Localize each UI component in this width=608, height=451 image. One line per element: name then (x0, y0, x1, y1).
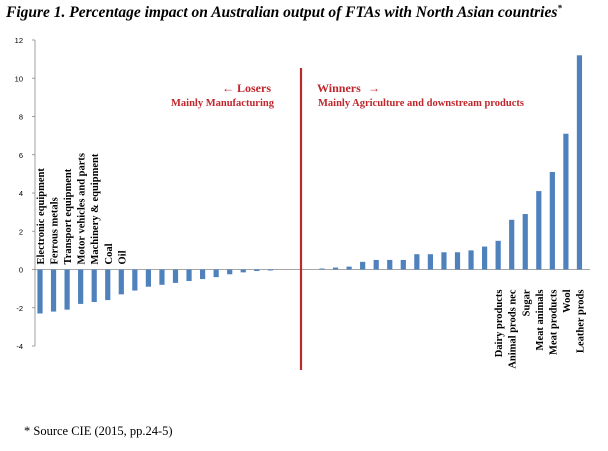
loser-bar (132, 269, 138, 291)
loser-bar (200, 269, 206, 280)
winner-bar (468, 250, 474, 270)
winner-bar (509, 219, 515, 270)
winner-category-label: Meat products (548, 290, 559, 355)
winner-bar (495, 240, 501, 270)
y-tick-label: 0 (19, 266, 23, 275)
winners-arrow: → (368, 81, 380, 95)
winner-bar (536, 191, 542, 270)
loser-bar (118, 269, 124, 295)
y-tick-label: 2 (19, 227, 23, 236)
y-tick-label: 12 (15, 36, 23, 45)
loser-bar (227, 269, 233, 275)
y-tick-label: 6 (19, 151, 23, 160)
winner-bar (360, 261, 366, 270)
loser-bar (186, 269, 192, 281)
winner-bar (373, 259, 379, 270)
winner-bar (482, 246, 488, 270)
loser-category-label: Machinery & equipment (90, 153, 101, 264)
winner-category-label: Sugar (521, 289, 532, 316)
winners-sublabel: Mainly Agriculture and downstream produc… (318, 98, 524, 109)
winner-bar (427, 254, 433, 270)
loser-bar (159, 269, 165, 285)
bar-chart: -4 -2 0 2 4 6 8 10 12 Electronic equipment Ferrou… (15, 36, 590, 370)
winner-category-label: Animal prods nec (508, 289, 519, 368)
winner-bar (387, 259, 393, 270)
winner-category-label: Dairy products (494, 290, 505, 358)
category-labels: Electronic equipment Ferrous metals Transp… (36, 153, 586, 369)
loser-bar (105, 269, 111, 301)
losers-sublabel: Mainly Manufacturing (171, 98, 275, 109)
losers-annotation: ← Losers Mainly Manufacturing (171, 81, 275, 109)
winner-bar (319, 268, 325, 270)
winner-bar (441, 252, 447, 270)
title-footnote-marker: * (557, 3, 562, 13)
winner-category-label: Leather prods (575, 290, 586, 354)
loser-category-label: Ferrous metals (50, 197, 61, 264)
loser-bar (267, 269, 273, 271)
chart-title-text: Figure 1. Percentage impact on Australia… (6, 4, 558, 22)
losers-label: Losers (237, 81, 271, 95)
winners-annotation: Winners → Mainly Agriculture and downstr… (317, 81, 524, 109)
loser-bar (50, 269, 57, 312)
loser-category-label: Oil (117, 250, 128, 264)
bars (37, 55, 583, 314)
y-tick-label: 10 (15, 74, 23, 83)
winners-label: Winners (317, 81, 361, 95)
winner-bar (563, 133, 569, 270)
loser-bar (91, 269, 97, 303)
loser-category-label: Motor vehicles and parts (77, 153, 88, 265)
winner-category-label: Meat animals (535, 290, 546, 351)
winner-bar (454, 252, 461, 270)
y-tick-label: -2 (16, 304, 23, 313)
winner-bar (400, 259, 406, 270)
winner-bar (346, 266, 352, 270)
y-tick-label: -4 (16, 342, 23, 351)
loser-bar (78, 269, 84, 304)
source-footnote: * Source CIE (2015, pp.24-5) (24, 424, 173, 438)
loser-bar (213, 269, 219, 278)
winner-bar (414, 254, 420, 270)
loser-bar (37, 269, 43, 314)
winner-bar (576, 55, 583, 270)
losers-arrow: ← (222, 81, 234, 95)
y-tick-label: 4 (19, 189, 23, 198)
winner-category-label: Wool (562, 289, 573, 312)
chart-title: Figure 1. Percentage impact on Australia… (6, 3, 562, 22)
loser-category-label: Transport equipment (63, 168, 74, 264)
loser-bar (64, 269, 70, 310)
loser-category-label: Electronic equipment (36, 168, 47, 265)
loser-bar (172, 269, 179, 283)
winner-bar (522, 214, 528, 270)
winner-bar (332, 267, 339, 270)
loser-bar (145, 269, 151, 287)
y-tick-label: 8 (19, 113, 23, 122)
loser-bar (240, 269, 246, 273)
winner-bar (549, 171, 555, 270)
loser-bar (254, 269, 260, 272)
loser-category-label: Coal (104, 243, 115, 264)
